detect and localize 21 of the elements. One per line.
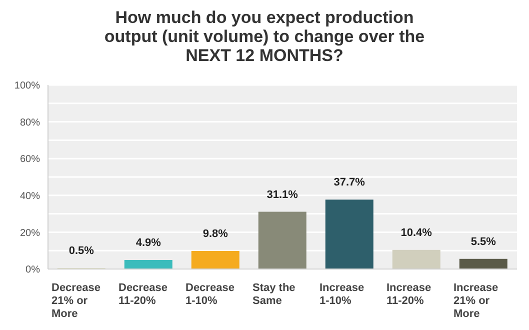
y-tick-label: 60% [20, 154, 40, 166]
data-label: 5.5% [470, 236, 496, 248]
data-label: 31.1% [266, 188, 298, 201]
data-label: 10.4% [400, 226, 432, 239]
x-tick-label: Decrease 1-10% [186, 282, 234, 307]
y-tick-label: 0% [26, 264, 40, 276]
data-label: 37.7% [334, 176, 366, 189]
data-label: 9.8% [202, 228, 228, 240]
x-tick-label: Increase 11-20% [386, 282, 432, 307]
y-tick-label: 40% [20, 190, 40, 202]
x-tick-label: Decrease 21% or More [52, 282, 100, 320]
y-tick-label: 20% [20, 228, 40, 239]
y-tick-label: 80% [20, 117, 40, 128]
x-tick-label: Increase 1-10% [320, 282, 364, 307]
chart-title: How much do you expect production output (unit volume) to change over the NEXT 12 MONTHS? [103, 8, 426, 65]
y-tick-label: 100% [14, 80, 40, 92]
x-tick-label: Decrease 11-20% [118, 282, 168, 307]
data-label: 4.9% [136, 236, 162, 249]
data-label: 0.5% [68, 245, 94, 258]
x-tick-label: Stay the Same [252, 282, 296, 307]
x-tick-label: Increase 21% or More [454, 282, 498, 320]
